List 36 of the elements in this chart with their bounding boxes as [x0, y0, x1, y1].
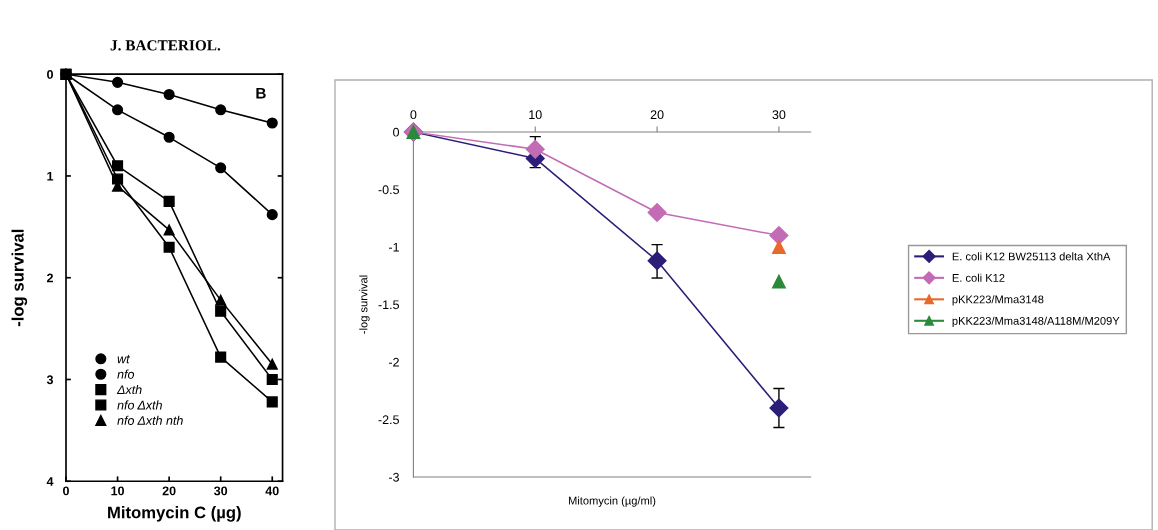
annotation: B	[256, 87, 266, 99]
y-tick-label: -2	[388, 357, 399, 367]
x-tick-label: 30	[772, 110, 786, 120]
x-tick-label: 40	[265, 486, 279, 496]
x-tick-label: 20	[162, 486, 176, 496]
legend-label: nfo Δxth nth	[117, 415, 183, 425]
legend-label: nfo Δxth	[117, 400, 162, 410]
legend-label: Δxth	[116, 384, 142, 395]
x-tick-label: 0	[410, 110, 417, 120]
x-axis-title: Mitomycin C (µg)	[108, 506, 241, 522]
text: J. BACTERIOL.	[110, 40, 221, 51]
x-tick-label: 0	[63, 486, 69, 496]
y-tick-label: 3	[46, 375, 54, 385]
legend-label: pKK223/Mma3148/A118M/M209Y	[952, 316, 1120, 327]
y-tick-label: 0	[47, 70, 53, 79]
y-tick-label: 2	[46, 273, 54, 283]
legend-label: E. coli K12	[952, 273, 1005, 282]
y-tick-label: 1	[47, 171, 54, 181]
y-tick-label: -1	[388, 242, 399, 252]
y-tick-label: -1.5	[378, 300, 399, 310]
x-tick-label: 30	[214, 486, 228, 496]
x-tick-label: 10	[111, 486, 124, 496]
x-tick-label: 20	[650, 110, 664, 120]
legend-label: pKK223/Mma3148	[952, 295, 1044, 306]
y-tick-label: -3	[388, 472, 399, 482]
y-tick-label: 0	[393, 127, 400, 137]
y-axis-title: -log survival	[359, 275, 370, 334]
y-tick-label: -2.5	[378, 415, 399, 425]
y-tick-label: -0.5	[378, 185, 399, 195]
y-tick-label: 4	[46, 477, 54, 486]
x-tick-label: 10	[529, 110, 542, 120]
y-axis-title: -log survival	[11, 229, 28, 327]
legend-label: nfo	[117, 369, 135, 379]
legend-label: E. coli K12 BW25113 delta XthA	[952, 252, 1111, 261]
x-axis-title: Mitomycin (µg/ml)	[568, 496, 656, 507]
legend-label: wt	[117, 355, 131, 364]
